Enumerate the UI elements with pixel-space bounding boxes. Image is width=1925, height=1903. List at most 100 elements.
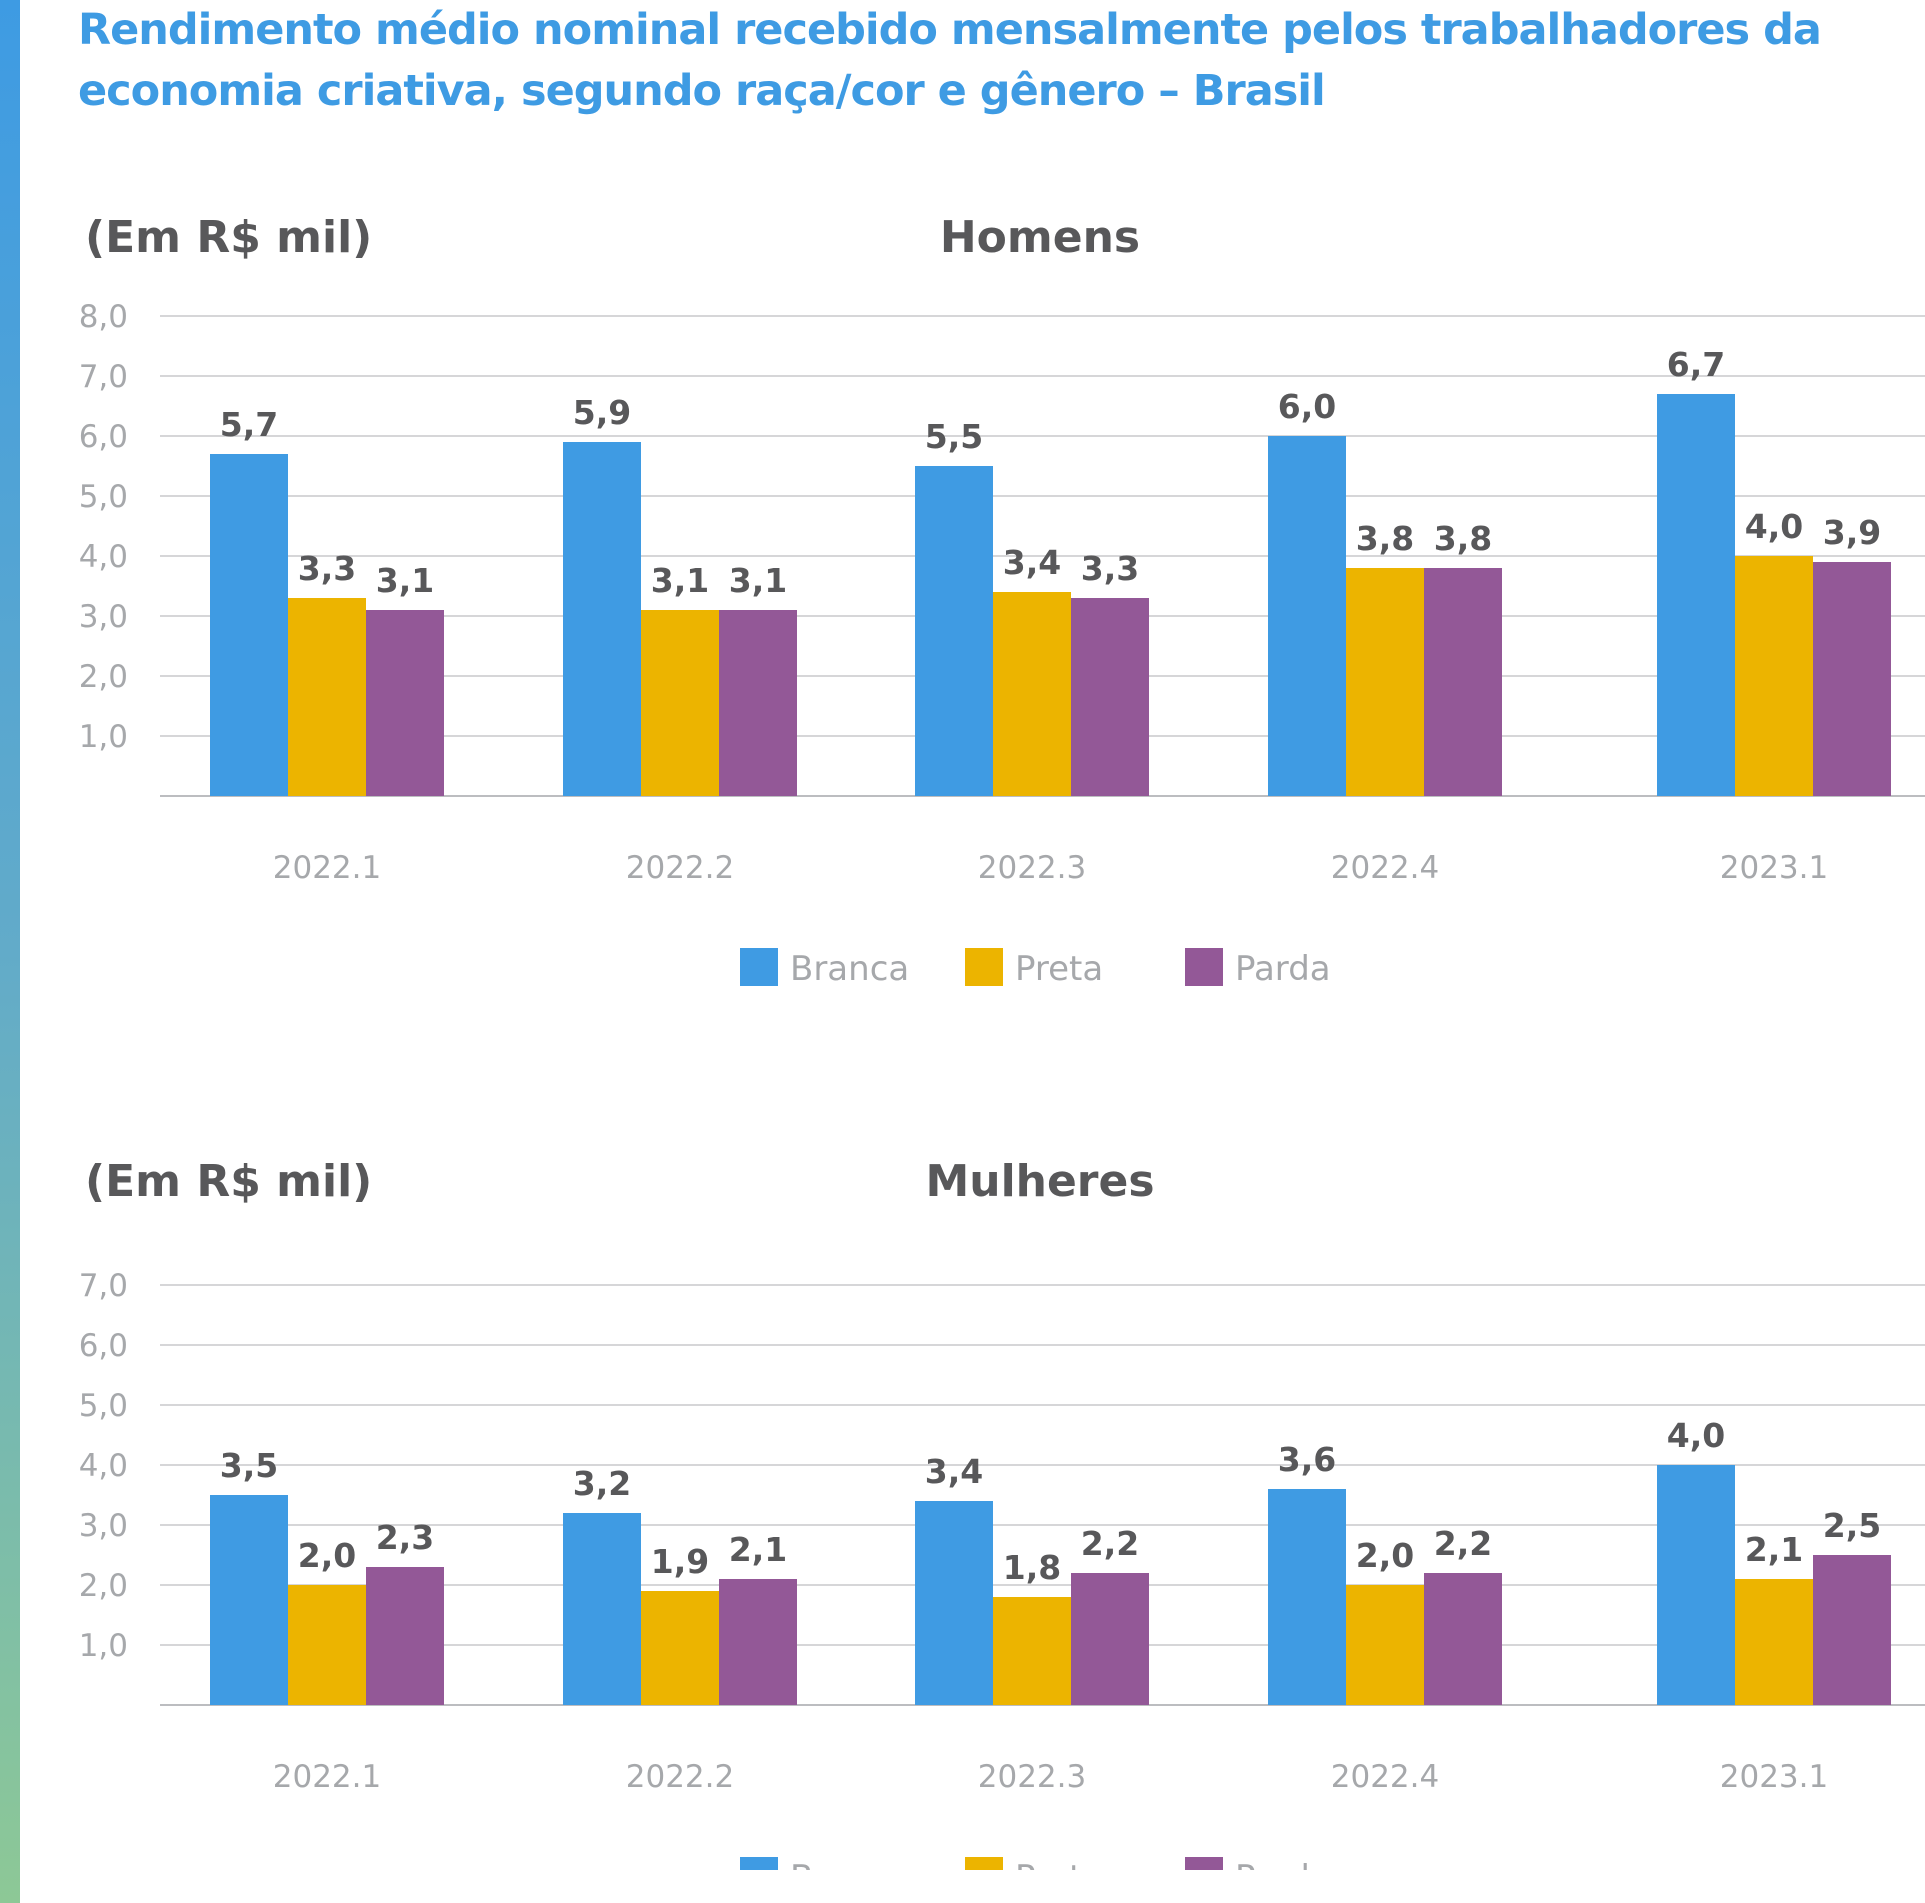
bar-parda (719, 1579, 797, 1705)
bar-parda (366, 610, 444, 796)
y-tick-label: 4,0 (79, 1448, 128, 1484)
bar-branca (915, 466, 993, 796)
data-label: 4,0 (1667, 1416, 1725, 1455)
data-label: 2,1 (1745, 1530, 1803, 1569)
bar-preta (993, 1597, 1071, 1705)
x-tick-label: 2023.1 (1720, 1759, 1828, 1795)
data-label: 3,1 (651, 561, 709, 600)
bar-preta (1346, 568, 1424, 796)
y-tick-label: 3,0 (79, 599, 128, 635)
bar-branca (563, 442, 641, 796)
y-tick-label: 1,0 (79, 1628, 128, 1664)
bar-preta (1735, 1579, 1813, 1705)
data-label: 3,9 (1823, 513, 1881, 552)
x-tick-label: 2022.3 (978, 1759, 1086, 1795)
bar-branca (210, 1495, 288, 1705)
data-label: 3,8 (1434, 519, 1492, 558)
data-label: 3,1 (729, 561, 787, 600)
data-label: 2,1 (729, 1530, 787, 1569)
data-label: 3,1 (376, 561, 434, 600)
data-label: 3,8 (1356, 519, 1414, 558)
bar-preta (641, 610, 719, 796)
data-label: 2,3 (376, 1518, 434, 1557)
data-label: 2,2 (1081, 1524, 1139, 1563)
legend-label: Branca (790, 949, 909, 989)
bar-parda (1813, 562, 1891, 796)
panel-title: Mulheres (925, 1156, 1154, 1207)
legend-swatch-parda (1185, 1857, 1223, 1870)
legend-label: Preta (1015, 1858, 1103, 1870)
bar-branca (210, 454, 288, 796)
y-tick-label: 6,0 (79, 1328, 128, 1364)
accent-side-bar (0, 0, 20, 1903)
x-tick-label: 2022.4 (1331, 1759, 1439, 1795)
bar-parda (366, 1567, 444, 1705)
y-tick-label: 5,0 (79, 479, 128, 515)
y-tick-label: 2,0 (79, 659, 128, 695)
legend-label: Parda (1235, 949, 1331, 989)
bar-preta (288, 598, 366, 796)
bar-preta (1346, 1585, 1424, 1705)
data-label: 1,9 (651, 1542, 709, 1581)
data-label: 2,5 (1823, 1506, 1881, 1545)
y-tick-label: 7,0 (79, 1268, 128, 1304)
data-label: 3,4 (925, 1452, 983, 1491)
bar-parda (719, 610, 797, 796)
y-tick-label: 1,0 (79, 719, 128, 755)
bar-parda (1424, 568, 1502, 796)
bar-branca (1657, 394, 1735, 796)
legend-label: Branca (790, 1858, 909, 1870)
y-tick-label: 3,0 (79, 1508, 128, 1544)
x-tick-label: 2022.4 (1331, 850, 1439, 886)
data-label: 2,0 (298, 1536, 356, 1575)
legend-swatch-branca (740, 1857, 778, 1870)
x-tick-label: 2023.1 (1720, 850, 1828, 886)
bar-preta (288, 1585, 366, 1705)
data-label: 4,0 (1745, 507, 1803, 546)
legend-swatch-parda (1185, 948, 1223, 986)
bar-parda (1424, 1573, 1502, 1705)
unit-label: (Em R$ mil) (85, 1156, 372, 1207)
chart-mulheres: (Em R$ mil) Mulheres 1,0 2,0 3,0 4,0 5,0 6,0 7,0… (79, 1156, 1925, 1870)
bar-branca (1657, 1465, 1735, 1705)
data-label: 3,5 (220, 1446, 278, 1485)
legend-swatch-branca (740, 948, 778, 986)
y-tick-label: 6,0 (79, 419, 128, 455)
data-label: 5,9 (573, 393, 631, 432)
data-label: 3,3 (1081, 549, 1139, 588)
data-label: 1,8 (1003, 1548, 1061, 1587)
data-label: 6,0 (1278, 387, 1336, 426)
x-tick-label: 2022.3 (978, 850, 1086, 886)
bar-preta (993, 592, 1071, 796)
y-tick-label: 5,0 (79, 1388, 128, 1424)
y-tick-label: 2,0 (79, 1568, 128, 1604)
data-label: 3,6 (1278, 1440, 1336, 1479)
legend-label: Parda (1235, 1858, 1331, 1870)
y-tick-label: 4,0 (79, 539, 128, 575)
x-tick-label: 2022.1 (273, 850, 381, 886)
unit-label: (Em R$ mil) (85, 212, 372, 263)
data-label: 3,2 (573, 1464, 631, 1503)
x-tick-label: 2022.2 (626, 1759, 734, 1795)
bar-branca (1268, 436, 1346, 796)
legend-label: Preta (1015, 949, 1103, 989)
y-tick-label: 8,0 (79, 299, 128, 335)
data-label: 2,2 (1434, 1524, 1492, 1563)
bar-preta (1735, 556, 1813, 796)
data-label: 2,0 (1356, 1536, 1414, 1575)
bar-parda (1071, 1573, 1149, 1705)
bar-branca (563, 1513, 641, 1705)
y-tick-label: 7,0 (79, 359, 128, 395)
chart-title: Rendimento médio nominal recebido mensal… (78, 5, 1822, 116)
x-tick-label: 2022.1 (273, 1759, 381, 1795)
data-label: 5,7 (220, 405, 278, 444)
legend-swatch-preta (965, 1857, 1003, 1870)
bar-parda (1813, 1555, 1891, 1705)
data-label: 3,4 (1003, 543, 1061, 582)
data-label: 6,7 (1667, 345, 1725, 384)
chart-homens: (Em R$ mil) Homens 1,0 2,0 3,0 4,0 5,0 6,0 7,0 8,… (79, 212, 1925, 989)
panel-title: Homens (940, 212, 1140, 263)
bar-preta (641, 1591, 719, 1705)
bar-branca (915, 1501, 993, 1705)
bar-parda (1071, 598, 1149, 796)
